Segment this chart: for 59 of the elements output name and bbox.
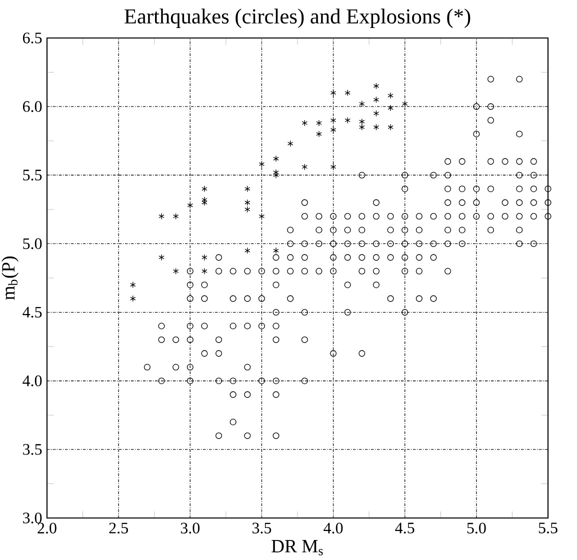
y-tick-label: 3.0 [23, 512, 42, 524]
point [388, 104, 394, 112]
x-axis-title: DR M$_{s}$ [272, 540, 323, 556]
point [330, 164, 336, 170]
point [359, 124, 365, 130]
point [202, 186, 208, 192]
point [330, 126, 336, 134]
y-tick-label: 5.5 [23, 170, 42, 180]
point [244, 199, 250, 206]
point [373, 82, 380, 90]
point [202, 268, 208, 274]
x-tick-label: 5.5 [538, 522, 558, 534]
point [373, 110, 380, 117]
point [130, 295, 136, 302]
point [316, 130, 322, 138]
y-tick-label: 3.5 [23, 444, 42, 455]
y-tick-label: 4.5 [22, 306, 42, 318]
x-tick-label: 4.5 [395, 522, 414, 534]
point [244, 206, 250, 213]
point [402, 100, 408, 108]
y-tick-label: 6.0 [22, 101, 42, 112]
point [130, 282, 136, 288]
point [158, 254, 164, 261]
point [187, 202, 194, 209]
point [359, 118, 365, 125]
point [158, 213, 164, 220]
point [258, 213, 265, 220]
point [316, 120, 322, 126]
x-tick-label: 4.0 [324, 522, 343, 534]
x-tick-label: 2.0 [38, 522, 56, 534]
point [258, 160, 265, 168]
point [202, 254, 208, 261]
point [287, 140, 294, 147]
point [388, 124, 394, 130]
point [388, 92, 394, 99]
x-tick-label: 3.0 [180, 522, 200, 534]
x-tick-label: 2.5 [109, 522, 128, 534]
point [359, 100, 365, 108]
x-tick-label: 3.5 [252, 522, 272, 534]
point [244, 186, 250, 192]
point [172, 268, 179, 274]
y-tick-label: 4.0 [22, 375, 42, 386]
chart-title: Earthquakes (circles) and Explosions (*) [124, 8, 470, 28]
point [172, 213, 179, 220]
point [344, 117, 350, 124]
point [330, 117, 336, 124]
point [302, 120, 308, 126]
point [373, 96, 380, 103]
point [373, 124, 380, 130]
point [273, 155, 279, 162]
point [344, 90, 350, 96]
point [330, 90, 336, 96]
y-axis-title: m$_{b}$(P) [2, 256, 18, 300]
point [244, 247, 250, 254]
point [302, 164, 308, 170]
point [273, 247, 279, 254]
y-tick-label: 5.0 [23, 238, 42, 250]
x-tick-label: 5.0 [467, 522, 486, 534]
y-tick-label: 6.5 [22, 32, 42, 44]
